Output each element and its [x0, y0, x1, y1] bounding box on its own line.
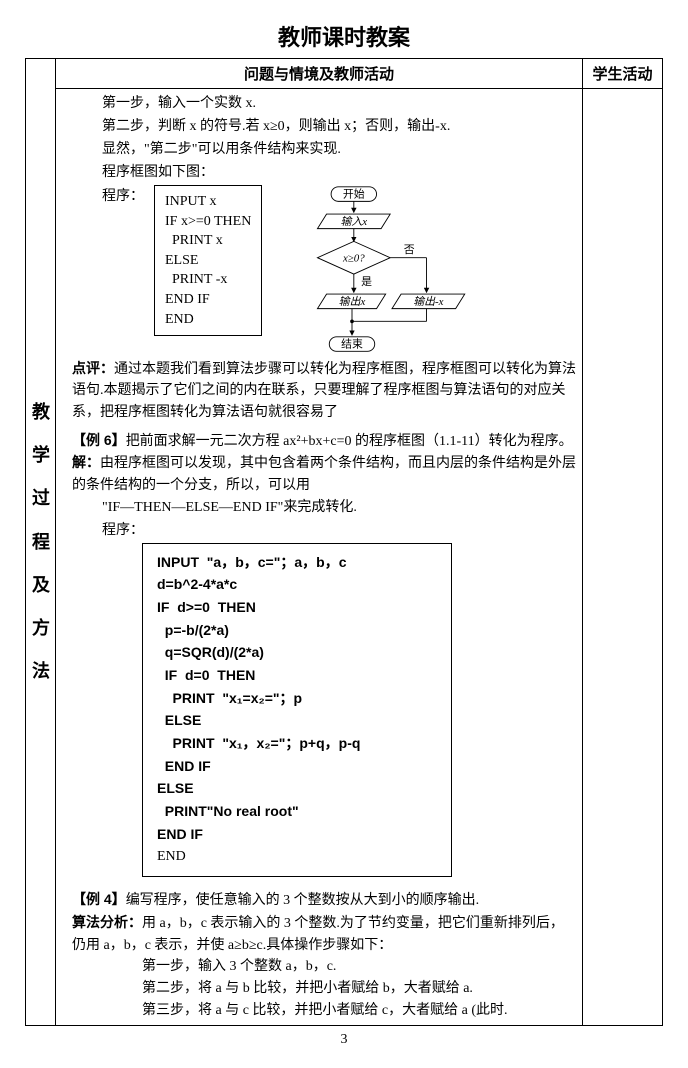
side-label: 教学过程及方法: [32, 391, 49, 693]
solution-6: 解：由程序框图可以发现，其中包含着两个条件结构，而且内层的条件结构是外层的条件结…: [72, 452, 576, 496]
ex4-step3: 第三步，将 a 与 c 比较，并把小者赋给 c，大者赋给 a (此时.: [142, 1000, 576, 1022]
comment: 点评：通过本题我们看到算法步骤可以转化为程序框图，程序框图可以转化为算法语句.本…: [72, 358, 576, 424]
lesson-table: 教学过程及方法 问题与情境及教师活动 学生活动 第一步，输入一个实数 x. 第二…: [25, 58, 663, 1026]
code-box-1: INPUT x IF x>=0 THEN PRINT x ELSE PRINT …: [154, 185, 262, 336]
svg-text:否: 否: [404, 244, 415, 256]
side-label-cell: 教学过程及方法: [26, 59, 56, 1026]
svg-text:输出x: 输出x: [339, 295, 366, 308]
prog-label: 程序：: [102, 185, 144, 205]
svg-text:开始: 开始: [343, 187, 365, 201]
page-number: 3: [25, 1032, 663, 1048]
student-activity-cell: [583, 89, 663, 1026]
solution-6-line2: "IF—THEN—ELSE—END IF"来完成转化.: [102, 497, 576, 519]
ex4-step1: 第一步，输入 3 个整数 a，b，c.: [142, 956, 576, 978]
example-4: 【例 4】编写程序，使任意输入的 3 个整数按从大到小的顺序输出.: [72, 889, 576, 912]
svg-text:结束: 结束: [341, 338, 363, 351]
ex4-step2: 第二步，将 a 与 b 比较，并把小者赋给 b，大者赋给 a.: [142, 978, 576, 1000]
header-left: 问题与情境及教师活动: [56, 59, 583, 89]
step2: 第二步，判断 x 的符号.若 x≥0，则输出 x；否则，输出-x.: [102, 116, 576, 137]
svg-text:输入x: 输入x: [341, 215, 368, 228]
step3: 显然，"第二步"可以用条件结构来实现.: [102, 139, 576, 160]
prog-label-2: 程序：: [102, 519, 576, 539]
example-6: 【例 6】把前面求解一元二次方程 ax²+bx+c=0 的程序框图（1.1-11…: [72, 430, 576, 453]
content-cell: 第一步，输入一个实数 x. 第二步，判断 x 的符号.若 x≥0，则输出 x；否…: [56, 89, 583, 1026]
code-box-2: INPUT "a，b，c="；a，b，c d=b^2-4*a*c IF d>=0…: [142, 543, 452, 878]
header-right: 学生活动: [583, 59, 663, 89]
svg-text:x≥0?: x≥0?: [342, 252, 365, 264]
svg-text:输出-x: 输出-x: [414, 295, 444, 308]
svg-text:是: 是: [361, 275, 372, 288]
step1: 第一步，输入一个实数 x.: [102, 93, 576, 114]
flowchart: 开始 输入x x≥0? 是 否: [272, 185, 472, 358]
step4: 程序框图如下图：: [102, 162, 576, 183]
code-and-flow: 程序： INPUT x IF x>=0 THEN PRINT x ELSE PR…: [102, 185, 576, 358]
page-title: 教师课时教案: [25, 20, 663, 52]
analysis-4: 算法分析：用 a，b，c 表示输入的 3 个整数.为了节约变量，把它们重新排列后…: [72, 912, 576, 956]
